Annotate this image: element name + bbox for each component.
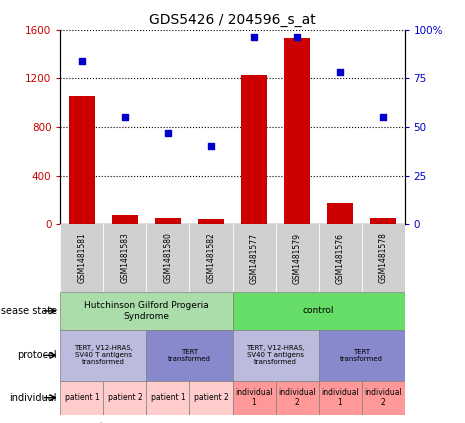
Bar	[60, 292, 232, 330]
Text: Hutchinson Gilford Progeria
Syndrome: Hutchinson Gilford Progeria Syndrome	[84, 301, 209, 321]
Text: protocol: protocol	[17, 350, 57, 360]
Text: GSM1481579: GSM1481579	[292, 233, 301, 283]
Point	[250, 34, 258, 41]
Point	[121, 114, 129, 121]
Bar	[232, 381, 275, 415]
Text: GSM1481577: GSM1481577	[250, 233, 259, 283]
Text: GSM1481578: GSM1481578	[379, 233, 387, 283]
Text: individual: individual	[9, 393, 57, 403]
Point	[293, 34, 301, 41]
Bar	[146, 330, 232, 381]
Bar	[155, 218, 181, 224]
Bar	[319, 330, 405, 381]
Bar	[103, 224, 146, 292]
Text: TERT
transformed: TERT transformed	[340, 349, 383, 362]
Bar	[103, 381, 146, 415]
Bar	[370, 217, 396, 224]
Text: TERT
transformed: TERT transformed	[168, 349, 211, 362]
Text: individual
2: individual 2	[364, 388, 402, 407]
Bar	[275, 381, 319, 415]
Point	[336, 69, 344, 76]
Text: patient 1: patient 1	[151, 393, 186, 402]
Text: GSM1481580: GSM1481580	[164, 233, 173, 283]
Text: patient 2: patient 2	[107, 393, 142, 402]
Point	[78, 58, 86, 64]
Bar	[146, 224, 190, 292]
Text: patient 2: patient 2	[193, 393, 228, 402]
Bar	[60, 330, 146, 381]
Text: patient 1: patient 1	[65, 393, 100, 402]
Point	[379, 114, 387, 121]
Title: GDS5426 / 204596_s_at: GDS5426 / 204596_s_at	[149, 13, 316, 27]
Text: disease state: disease state	[0, 306, 57, 316]
Bar	[232, 292, 405, 330]
Bar	[69, 96, 95, 224]
Bar	[232, 224, 275, 292]
Text: GSM1481582: GSM1481582	[206, 233, 215, 283]
Bar	[284, 38, 310, 224]
Point	[164, 129, 172, 136]
Bar	[241, 74, 267, 224]
Text: individual
2: individual 2	[278, 388, 316, 407]
Bar	[190, 224, 232, 292]
Bar	[146, 381, 190, 415]
Text: GSM1481583: GSM1481583	[120, 233, 129, 283]
Text: GSM1481576: GSM1481576	[336, 233, 345, 283]
Bar	[362, 381, 405, 415]
Bar	[319, 224, 361, 292]
Bar	[275, 224, 319, 292]
Text: control: control	[303, 306, 334, 316]
Bar	[362, 224, 405, 292]
Text: individual
1: individual 1	[235, 388, 273, 407]
Text: GSM1481581: GSM1481581	[78, 233, 86, 283]
Text: individual
1: individual 1	[321, 388, 359, 407]
Bar	[112, 215, 138, 224]
Text: TERT, V12-HRAS,
SV40 T antigens
transformed: TERT, V12-HRAS, SV40 T antigens transfor…	[74, 345, 133, 365]
Point	[207, 143, 215, 150]
Bar	[327, 203, 353, 224]
Bar	[190, 381, 232, 415]
Bar	[198, 219, 224, 224]
Bar	[319, 381, 361, 415]
Bar	[60, 224, 103, 292]
Bar	[232, 330, 319, 381]
Text: TERT, V12-HRAS,
SV40 T antigens
transformed: TERT, V12-HRAS, SV40 T antigens transfor…	[246, 345, 305, 365]
Text: count: count	[77, 422, 104, 423]
Bar	[60, 381, 103, 415]
